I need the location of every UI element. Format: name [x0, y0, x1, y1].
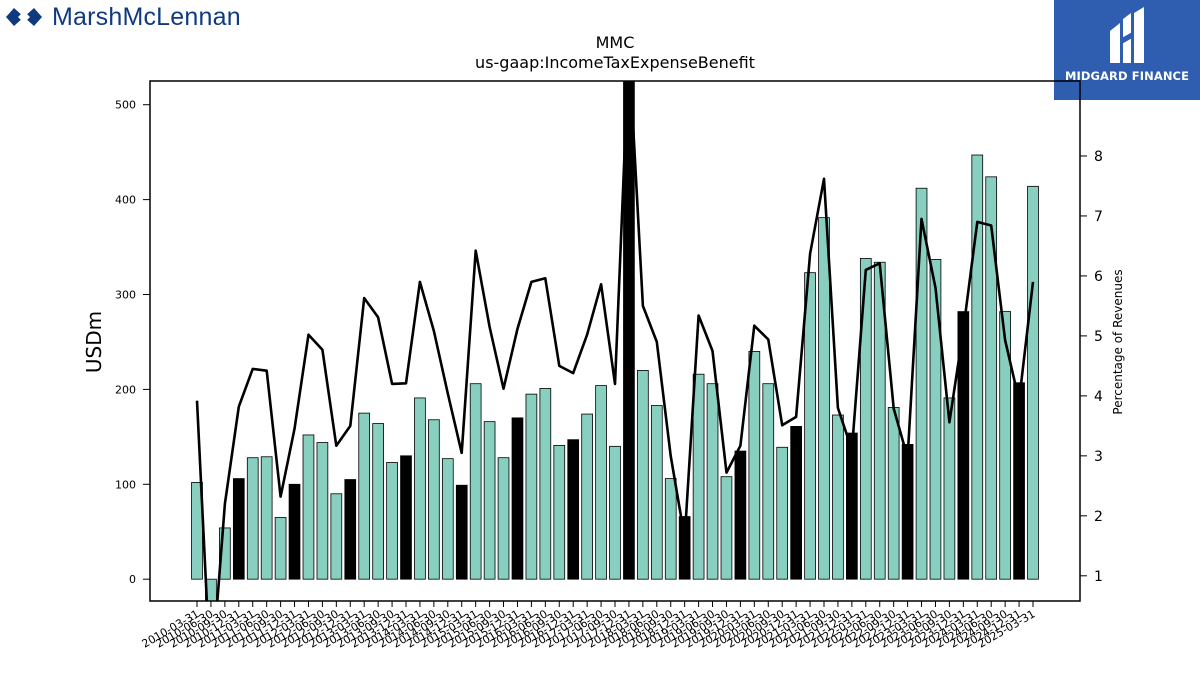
bar-annual	[567, 439, 580, 580]
bar	[386, 462, 398, 580]
bar	[525, 393, 538, 580]
y2-axis: 1 2 3 4 5 6 7 8	[1080, 149, 1103, 585]
y2-tick-label: 8	[1094, 149, 1103, 165]
y2-tick-label: 4	[1094, 389, 1103, 405]
bar-annual	[678, 516, 691, 580]
bar	[219, 527, 231, 580]
chart-title: MMC	[596, 33, 635, 52]
bar	[539, 388, 552, 580]
bar-annual	[344, 479, 357, 580]
bar	[316, 442, 329, 580]
bar	[929, 258, 942, 580]
bar	[999, 311, 1011, 580]
bar	[762, 383, 775, 580]
bar	[330, 493, 343, 580]
bar-annual	[455, 484, 468, 580]
bar	[246, 457, 259, 580]
y-tick-label: 100	[115, 478, 136, 491]
bar	[609, 445, 621, 580]
y-tick-label: 500	[115, 99, 136, 112]
bar-annual	[790, 426, 802, 580]
bar	[971, 154, 984, 580]
bar	[943, 397, 956, 580]
bar-annual	[400, 455, 412, 580]
bar	[595, 385, 607, 580]
bar	[859, 258, 872, 580]
y2-tick-label: 5	[1094, 329, 1103, 345]
y-axis: 0 100 200 300 400 500	[115, 99, 150, 586]
brand-logo: MarshMcLennan	[4, 2, 241, 32]
badge-name: MIDGARD FINANCE	[1064, 69, 1190, 83]
bar	[706, 383, 719, 580]
bar	[664, 478, 677, 580]
midgard-logo-icon	[1110, 7, 1144, 63]
bar-annual	[901, 444, 914, 580]
y2-tick-label: 2	[1094, 509, 1103, 525]
bar-annual	[288, 483, 301, 580]
y-tick-label: 200	[115, 383, 136, 396]
bar	[469, 383, 482, 580]
y-tick-label: 400	[115, 194, 136, 207]
bar	[832, 414, 844, 580]
bar	[581, 413, 593, 580]
y-tick-label: 0	[129, 573, 136, 586]
bar	[414, 397, 426, 580]
bar	[650, 405, 663, 580]
y-tick-label: 300	[115, 289, 136, 302]
bar	[441, 458, 454, 580]
chart-subtitle: us-gaap:IncomeTaxExpenseBenefit	[475, 53, 755, 72]
y2-axis-label: Percentage of Revenues	[1111, 269, 1125, 414]
bar	[748, 351, 761, 580]
bar	[358, 412, 371, 580]
bar-annual	[232, 478, 245, 580]
bar	[428, 419, 440, 580]
y2-tick-label: 6	[1094, 269, 1103, 285]
bar	[637, 370, 649, 580]
bar	[776, 446, 789, 580]
bar	[302, 434, 315, 580]
y2-tick-label: 1	[1094, 569, 1103, 585]
bar-annual	[734, 450, 747, 580]
bar	[497, 457, 510, 580]
bar	[1027, 185, 1039, 580]
y2-tick-label: 7	[1094, 209, 1103, 225]
bar-annual	[1013, 382, 1025, 580]
bar	[372, 423, 384, 580]
line-series	[195, 81, 1035, 601]
bar	[483, 421, 496, 580]
bar	[985, 176, 998, 580]
bar-annual	[957, 311, 970, 580]
bar	[260, 456, 273, 580]
bar	[720, 476, 733, 580]
bar-series	[191, 81, 1039, 601]
bar-annual	[511, 417, 524, 580]
y-axis-label: USDm	[82, 311, 106, 373]
ratio-line	[195, 81, 1035, 601]
bar	[915, 187, 928, 580]
x-axis: 2010-03-312010-06-302010-09-302010-12-31…	[140, 601, 1038, 651]
bar-annual	[846, 432, 858, 580]
brand-mark-icon	[6, 8, 42, 26]
brand-name: MarshMcLennan	[52, 2, 241, 31]
midgard-finance-badge: MIDGARD FINANCE	[1054, 0, 1200, 100]
bar	[692, 373, 705, 580]
y2-tick-label: 3	[1094, 449, 1103, 465]
bar	[818, 217, 830, 580]
bar	[274, 517, 287, 580]
bar-annual	[623, 81, 635, 580]
bar	[553, 444, 566, 580]
bar	[804, 272, 816, 580]
bar	[887, 407, 900, 580]
